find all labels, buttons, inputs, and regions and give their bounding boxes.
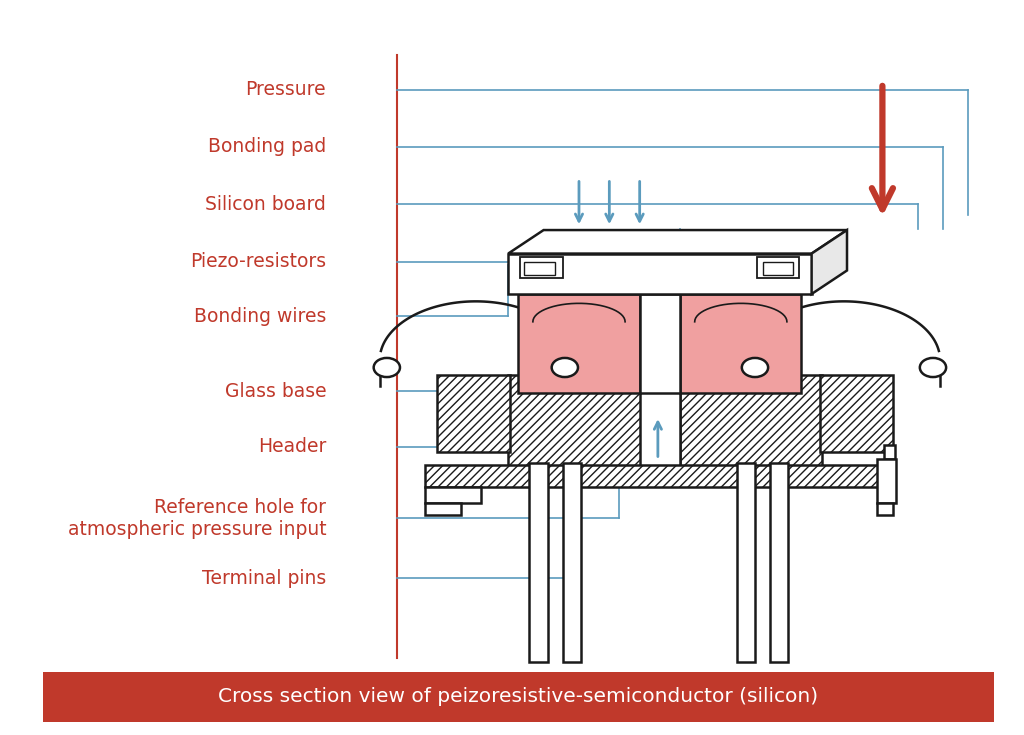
Text: Cross section view of peizoresistive-semiconductor (silicon): Cross section view of peizoresistive-sem… bbox=[218, 687, 818, 706]
Polygon shape bbox=[508, 254, 812, 294]
Polygon shape bbox=[878, 503, 893, 514]
Text: Bonding pad: Bonding pad bbox=[208, 137, 326, 157]
Polygon shape bbox=[425, 487, 481, 503]
Polygon shape bbox=[520, 257, 563, 278]
Text: Terminal pins: Terminal pins bbox=[202, 569, 326, 588]
Polygon shape bbox=[878, 459, 896, 503]
Text: Piezo-resistors: Piezo-resistors bbox=[190, 252, 326, 271]
Polygon shape bbox=[640, 375, 680, 467]
Polygon shape bbox=[518, 294, 640, 393]
Polygon shape bbox=[812, 230, 847, 294]
Polygon shape bbox=[819, 375, 893, 452]
Text: Pressure: Pressure bbox=[246, 80, 326, 99]
Polygon shape bbox=[529, 463, 548, 662]
Circle shape bbox=[920, 358, 946, 377]
Polygon shape bbox=[885, 445, 895, 459]
Polygon shape bbox=[736, 463, 755, 662]
Polygon shape bbox=[425, 465, 893, 487]
Polygon shape bbox=[508, 375, 650, 467]
Circle shape bbox=[552, 358, 578, 377]
Polygon shape bbox=[425, 503, 461, 514]
Text: Reference hole for
atmospheric pressure input: Reference hole for atmospheric pressure … bbox=[68, 498, 326, 539]
Text: Bonding wires: Bonding wires bbox=[194, 306, 326, 326]
Text: Glass base: Glass base bbox=[224, 381, 326, 401]
Polygon shape bbox=[763, 262, 794, 275]
Text: Header: Header bbox=[258, 437, 326, 456]
Polygon shape bbox=[43, 672, 993, 722]
Polygon shape bbox=[770, 463, 788, 662]
Polygon shape bbox=[680, 294, 802, 393]
Polygon shape bbox=[437, 375, 510, 452]
Polygon shape bbox=[563, 463, 581, 662]
Polygon shape bbox=[524, 262, 555, 275]
Polygon shape bbox=[640, 294, 680, 393]
Circle shape bbox=[741, 358, 768, 377]
Polygon shape bbox=[757, 257, 800, 278]
Circle shape bbox=[374, 358, 400, 377]
Text: Silicon board: Silicon board bbox=[205, 195, 326, 214]
Polygon shape bbox=[508, 230, 847, 254]
Polygon shape bbox=[680, 375, 821, 467]
